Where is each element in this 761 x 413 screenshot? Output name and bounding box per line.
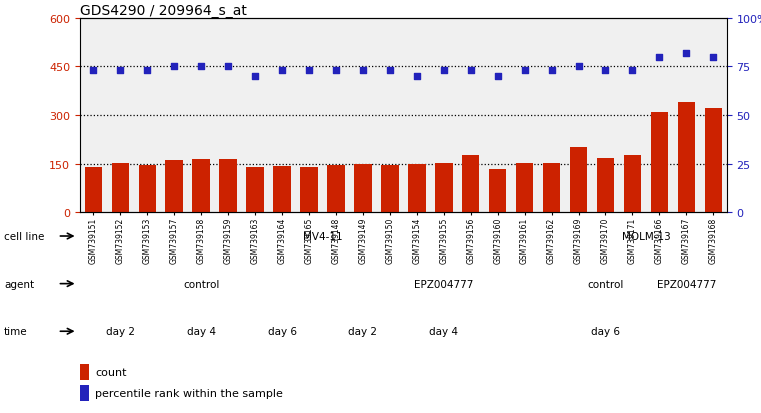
- Bar: [165, 161, 183, 213]
- Text: percentile rank within the sample: percentile rank within the sample: [95, 388, 283, 398]
- Point: [195, 64, 207, 70]
- Point: [303, 68, 315, 74]
- Bar: [651, 112, 668, 213]
- Point: [546, 68, 558, 74]
- Point: [357, 68, 369, 74]
- Point: [88, 68, 100, 74]
- Text: day 4: day 4: [429, 326, 458, 337]
- Point: [600, 68, 612, 74]
- Text: GDS4290 / 209964_s_at: GDS4290 / 209964_s_at: [80, 4, 247, 18]
- Point: [168, 64, 180, 70]
- Bar: [301, 168, 318, 213]
- Bar: [570, 148, 587, 213]
- Bar: [543, 164, 560, 213]
- Text: agent: agent: [4, 279, 34, 289]
- Point: [142, 68, 154, 74]
- Bar: [80, 385, 90, 401]
- Bar: [193, 160, 210, 213]
- Text: day 2: day 2: [349, 326, 377, 337]
- Point: [680, 50, 693, 57]
- Point: [518, 68, 530, 74]
- Point: [465, 68, 477, 74]
- Text: day 6: day 6: [591, 326, 620, 337]
- Point: [411, 74, 423, 80]
- Point: [249, 74, 261, 80]
- Bar: [273, 166, 291, 213]
- Bar: [705, 109, 722, 213]
- Bar: [219, 160, 237, 213]
- Point: [572, 64, 584, 70]
- Bar: [247, 167, 264, 213]
- Bar: [462, 156, 479, 213]
- Bar: [516, 164, 533, 213]
- Bar: [489, 170, 506, 213]
- Point: [276, 68, 288, 74]
- Bar: [381, 165, 399, 213]
- Point: [114, 68, 126, 74]
- Bar: [80, 364, 90, 380]
- Text: cell line: cell line: [4, 231, 44, 242]
- Text: MV4-11: MV4-11: [303, 231, 342, 242]
- Bar: [435, 164, 453, 213]
- Text: day 4: day 4: [186, 326, 215, 337]
- Bar: [597, 158, 614, 213]
- Point: [438, 68, 450, 74]
- Point: [707, 54, 719, 61]
- Point: [653, 54, 665, 61]
- Bar: [624, 156, 642, 213]
- Bar: [139, 165, 156, 213]
- Text: control: control: [183, 279, 219, 289]
- Text: day 6: day 6: [268, 326, 297, 337]
- Text: time: time: [4, 326, 27, 337]
- Bar: [354, 165, 371, 213]
- Text: EPZ004777: EPZ004777: [414, 279, 473, 289]
- Text: control: control: [587, 279, 624, 289]
- Text: day 2: day 2: [106, 326, 135, 337]
- Point: [626, 68, 638, 74]
- Point: [330, 68, 342, 74]
- Text: count: count: [95, 367, 126, 377]
- Point: [222, 64, 234, 70]
- Bar: [84, 167, 102, 213]
- Bar: [327, 165, 345, 213]
- Bar: [677, 103, 695, 213]
- Bar: [408, 165, 425, 213]
- Point: [384, 68, 396, 74]
- Text: EPZ004777: EPZ004777: [657, 279, 716, 289]
- Point: [492, 74, 504, 80]
- Bar: [112, 163, 129, 213]
- Text: MOLM-13: MOLM-13: [622, 231, 670, 242]
